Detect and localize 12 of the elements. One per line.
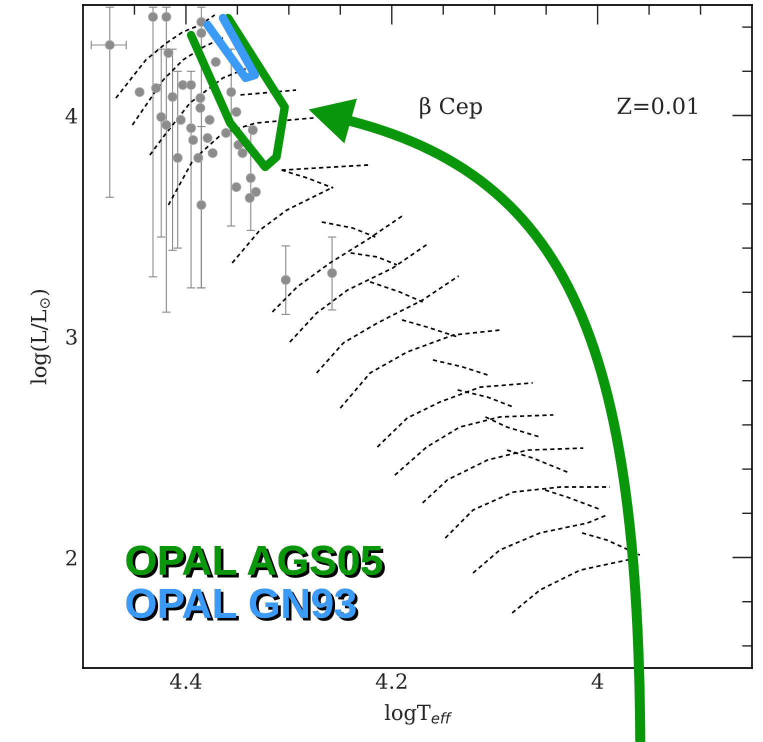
y-tick-label: 3: [66, 328, 77, 345]
x-axis-title: logT$_{eff}$: [384, 704, 452, 725]
x-tick-label: 4: [592, 673, 604, 689]
y-tick-label: 2: [66, 550, 76, 566]
x-tick-label: 4.2: [376, 673, 406, 689]
text: OPAL AGS05: [126, 546, 385, 578]
annotation: Z=0.01: [618, 97, 697, 114]
y-tick-label: 4: [66, 108, 78, 124]
text: OPAL GN93: [126, 588, 358, 621]
y-axis-title: log(L/L$_{⊙}$): [30, 290, 51, 384]
x-tick-label: 4.4: [170, 673, 202, 689]
annotation: β Cep: [420, 96, 482, 119]
